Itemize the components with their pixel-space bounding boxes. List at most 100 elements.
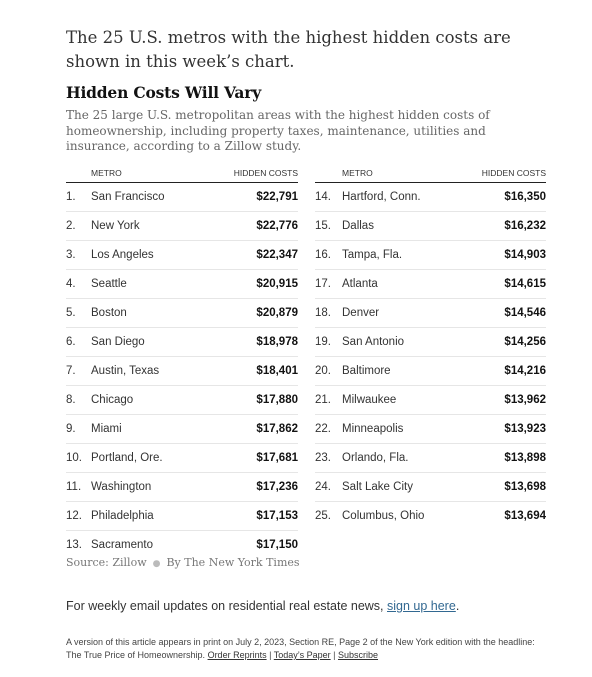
rank-cell: 13. [66,539,82,551]
metro-cell: San Diego [91,336,145,348]
rank-cell: 23. [315,452,331,464]
hidden-cost-cell: $14,546 [504,307,546,319]
table-row: 23. Orlando, Fla. $13,898 [315,444,546,473]
email-signup-prompt: For weekly email updates on residential … [66,599,459,613]
metro-cell: Denver [342,307,380,319]
table-row: 19. San Antonio $14,256 [315,328,546,357]
rank-cell: 17. [315,278,331,290]
rank-cell: 25. [315,510,331,522]
rank-cell: 15. [315,220,331,232]
sign-up-link[interactable]: sign up here [387,599,456,613]
table-row: 16. Tampa, Fla. $14,903 [315,241,546,270]
source-text: Source: Zillow [66,556,147,569]
hidden-cost-cell: $13,962 [504,394,546,406]
hidden-cost-cell: $17,150 [256,539,298,551]
table-header: METRO HIDDEN COSTS [66,165,298,183]
table-row: 9. Miami $17,862 [66,415,298,444]
hidden-cost-cell: $14,903 [504,249,546,261]
credit-text: By The New York Times [166,556,300,569]
table-row: 14. Hartford, Conn. $16,350 [315,183,546,212]
table-row: 13. Sacramento $17,150 [66,531,298,559]
table-row: 10. Portland, Ore. $17,681 [66,444,298,473]
metro-cell: San Francisco [91,191,165,203]
hidden-cost-cell: $14,615 [504,278,546,290]
source-line: Source: Zillow ● By The New York Times [66,556,300,569]
rank-cell: 1. [66,191,76,203]
hidden-cost-cell: $17,153 [256,510,298,522]
metro-cell: Portland, Ore. [91,452,163,464]
rank-cell: 12. [66,510,82,522]
header-hidden-costs: HIDDEN COSTS [233,168,298,178]
metro-cell: Austin, Texas [91,365,160,377]
rank-cell: 3. [66,249,76,261]
rank-cell: 24. [315,481,331,493]
table-row: 8. Chicago $17,880 [66,386,298,415]
table-right: METRO HIDDEN COSTS 14. Hartford, Conn. $16… [315,165,546,530]
metro-cell: Chicago [91,394,134,406]
table-header: METRO HIDDEN COSTS [315,165,546,183]
rank-cell: 14. [315,191,331,203]
hidden-cost-cell: $20,915 [256,278,298,290]
chart-subtitle: The 25 large U.S. metropolitan areas wit… [66,108,490,153]
hidden-cost-cell: $13,694 [504,510,546,522]
table-row: 3. Los Angeles $22,347 [66,241,298,270]
rank-cell: 4. [66,278,76,290]
rank-cell: 18. [315,307,331,319]
header-metro: METRO [91,168,122,178]
print-footnote: A version of this article appears in pri… [66,636,546,662]
chart-title: Hidden Costs Will Vary [66,83,262,102]
metro-cell: Atlanta [342,278,378,290]
hidden-cost-cell: $22,791 [256,191,298,203]
metro-cell: Orlando, Fla. [342,452,409,464]
rank-cell: 21. [315,394,331,406]
rank-cell: 20. [315,365,331,377]
table-row: 11. Washington $17,236 [66,473,298,502]
table-row: 22. Minneapolis $13,923 [315,415,546,444]
metro-cell: Hartford, Conn. [342,191,421,203]
rank-cell: 10. [66,452,82,464]
table-row: 7. Austin, Texas $18,401 [66,357,298,386]
metro-cell: Washington [91,481,152,493]
metro-cell: Tampa, Fla. [342,249,403,261]
hidden-cost-cell: $13,698 [504,481,546,493]
table-row: 21. Milwaukee $13,962 [315,386,546,415]
metro-cell: Philadelphia [91,510,154,522]
table-row: 5. Boston $20,879 [66,299,298,328]
footnote-text: A version of this article appears in pri… [66,637,535,660]
table-body: 14. Hartford, Conn. $16,350 15. Dallas $16,23… [315,183,546,530]
table-row: 24. Salt Lake City $13,698 [315,473,546,502]
metro-cell: Baltimore [342,365,391,377]
table-row: 1. San Francisco $22,791 [66,183,298,212]
hidden-cost-cell: $13,923 [504,423,546,435]
hidden-cost-cell: $20,879 [256,307,298,319]
footnote-separator: | [266,650,274,660]
rank-cell: 5. [66,307,76,319]
table-row: 25. Columbus, Ohio $13,694 [315,502,546,530]
metro-cell: San Antonio [342,336,405,348]
rank-cell: 11. [66,481,82,493]
hidden-cost-cell: $14,256 [504,336,546,348]
table-row: 6. San Diego $18,978 [66,328,298,357]
metro-cell: Miami [91,423,122,435]
hidden-cost-cell: $22,776 [256,220,298,232]
metro-cell: New York [91,220,140,232]
footnote-separator: | [330,650,338,660]
hidden-cost-cell: $17,681 [256,452,298,464]
email-prompt-text: For weekly email updates on residential … [66,599,387,613]
metro-cell: Milwaukee [342,394,397,406]
order-reprints-link[interactable]: Order Reprints [207,650,267,660]
hidden-cost-cell: $17,236 [256,481,298,493]
rank-cell: 8. [66,394,76,406]
metro-cell: Los Angeles [91,249,154,261]
separator-dot-icon: ● [152,559,161,569]
todays-paper-link[interactable]: Today’s Paper [273,650,331,660]
hidden-cost-cell: $18,978 [256,336,298,348]
subscribe-link[interactable]: Subscribe [338,650,379,660]
lead-paragraph: The 25 U.S. metros with the highest hidd… [66,27,511,71]
table-row: 18. Denver $14,546 [315,299,546,328]
header-metro: METRO [342,168,373,178]
table-row: 17. Atlanta $14,615 [315,270,546,299]
table-row: 15. Dallas $16,232 [315,212,546,241]
table-left: METRO HIDDEN COSTS 1. San Francisco $22,79… [66,165,298,559]
hidden-cost-cell: $18,401 [256,365,298,377]
